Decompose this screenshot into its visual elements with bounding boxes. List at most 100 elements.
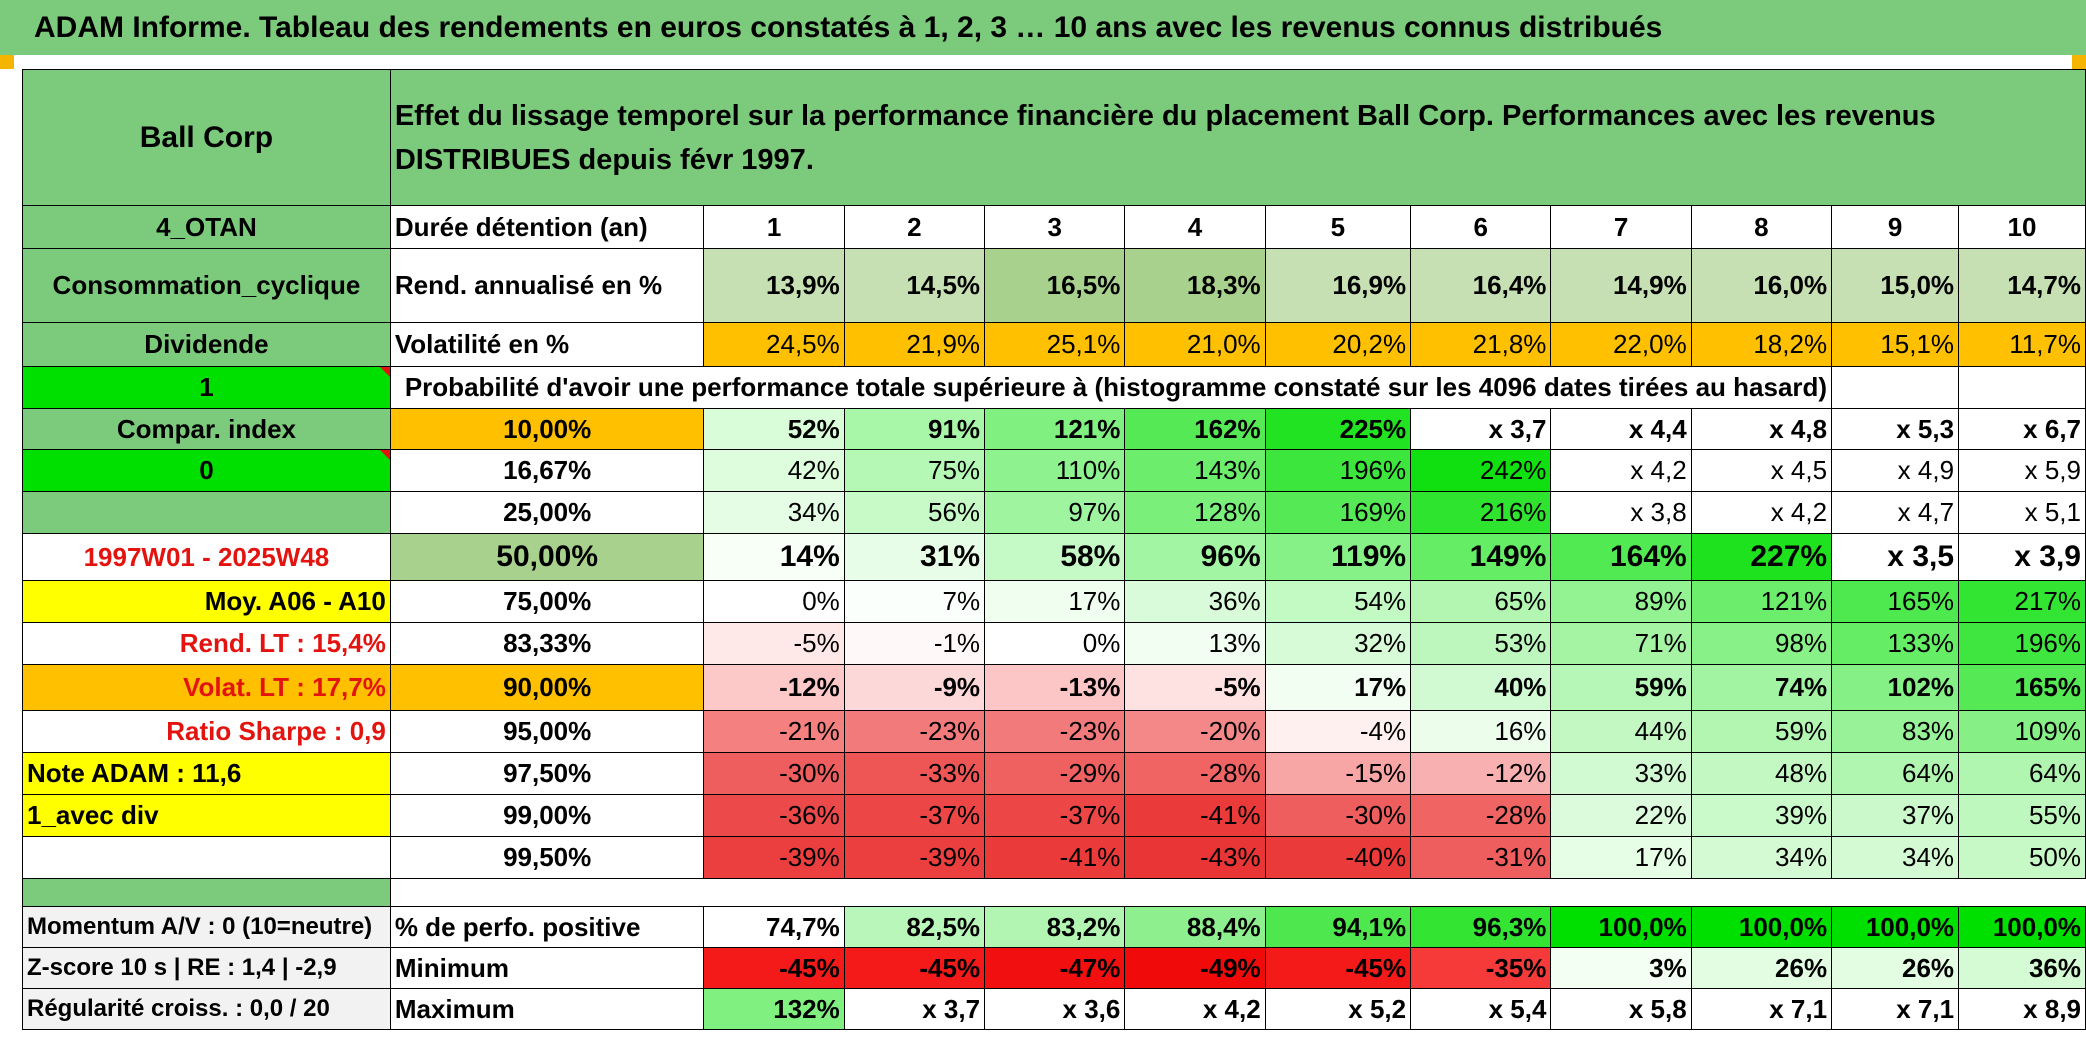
table-row: 0 16,67% 42% 75% 110% 143% 196% 242% x 4,2 x 4,5 x… — [22, 449, 2086, 492]
prob-value: -30% — [703, 752, 845, 795]
year-header: 5 — [1264, 205, 1412, 249]
prob-value: 217% — [1958, 580, 2086, 623]
prob-value: -1% — [843, 622, 986, 665]
vol-value: 18,2% — [1690, 322, 1833, 367]
prob-value: -15% — [1264, 752, 1412, 795]
prob-value: 34% — [703, 491, 845, 534]
year-header: 4 — [1124, 205, 1266, 249]
pos-value: 88,4% — [1124, 906, 1266, 948]
table-row: Moy. A06 - A10 75,00% 0% 7% 17% 36% 54% 65% 89% 1… — [22, 580, 2086, 623]
table-row: Z-score 10 s | RE : 1,4 | -2,9 Minimum -45… — [22, 947, 2086, 989]
table-row: 1997W01 - 2025W48 50,00% 14% 31% 58% 96% 119% 1… — [22, 533, 2086, 581]
table-row: Consommation_cyclique Rend. annualisé en … — [22, 248, 2086, 323]
pos-value: 100,0% — [1958, 906, 2086, 948]
prob-value: x 4,2 — [1690, 491, 1833, 534]
table-row: Compar. index 10,00% 52% 91% 121% 162% 225% x 3… — [22, 408, 2086, 450]
prob-value: 59% — [1690, 710, 1833, 753]
table-row: Rend. LT : 15,4% 83,33% -5% -1% 0% 13% 32% 53% 7… — [22, 622, 2086, 665]
prob-value: x 4,8 — [1690, 408, 1833, 450]
rend-value: 14,7% — [1958, 248, 2086, 323]
max-value: x 3,7 — [843, 988, 986, 1030]
prob-value: 53% — [1410, 622, 1552, 665]
prob-value: 109% — [1958, 710, 2086, 753]
prob-value: x 3,5 — [1831, 533, 1960, 581]
vol-value: 11,7% — [1958, 322, 2086, 367]
prob-value: 34% — [1831, 836, 1960, 879]
prob-value: 37% — [1831, 794, 1960, 837]
rend-value: 14,9% — [1550, 248, 1692, 323]
min-value: 26% — [1690, 947, 1833, 989]
prob-value: 165% — [1958, 664, 2086, 711]
year-header: 6 — [1410, 205, 1552, 249]
pos-value: 100,0% — [1690, 906, 1833, 948]
period-label: 1997W01 - 2025W48 — [22, 533, 391, 581]
min-value: 36% — [1958, 947, 2086, 989]
prob-value: 55% — [1958, 794, 2086, 837]
vol-label: Volatilité en % — [389, 322, 705, 367]
prob-value: 216% — [1410, 491, 1552, 534]
prob-threshold: 97,50% — [389, 752, 705, 795]
blank-cell — [22, 836, 391, 879]
prob-value: -9% — [843, 664, 986, 711]
prob-value: -41% — [984, 836, 1126, 879]
year-header: 3 — [984, 205, 1126, 249]
rend-value: 15,0% — [1831, 248, 1960, 323]
prob-threshold: 99,00% — [389, 794, 705, 837]
regularite: Régularité croiss. : 0,0 / 20 — [22, 988, 391, 1030]
prob-value: -37% — [984, 794, 1126, 837]
table-row: Ball Corp Effet du lissage temporel sur l… — [22, 69, 2086, 206]
prob-value: 71% — [1550, 622, 1692, 665]
prob-value: -39% — [703, 836, 845, 879]
prob-value: x 5,3 — [1831, 408, 1960, 450]
prob-threshold: 83,33% — [389, 622, 705, 665]
prob-threshold: 10,00% — [389, 408, 705, 450]
rend-value: 13,9% — [703, 248, 845, 323]
prob-value: -33% — [843, 752, 986, 795]
dividend-flag: 1 — [22, 366, 391, 409]
prob-value: 225% — [1264, 408, 1412, 450]
year-header: 7 — [1550, 205, 1692, 249]
min-value: 26% — [1831, 947, 1960, 989]
year-header: 1 — [703, 205, 845, 249]
prob-value: 96% — [1124, 533, 1266, 581]
blank-cell — [1831, 366, 1960, 409]
prob-value: 17% — [1550, 836, 1692, 879]
compar-flag: 0 — [22, 449, 391, 492]
year-header: 10 — [1958, 205, 2086, 249]
corner-mark — [2072, 55, 2086, 69]
prob-value: 74% — [1690, 664, 1833, 711]
prob-value: 143% — [1124, 449, 1266, 492]
min-value: -45% — [1264, 947, 1412, 989]
prob-value: -23% — [984, 710, 1126, 753]
prob-value: 89% — [1550, 580, 1692, 623]
sector-label: Consommation_cyclique — [22, 248, 391, 323]
rend-lt: Rend. LT : 15,4% — [22, 622, 391, 665]
prob-value: 32% — [1264, 622, 1412, 665]
report-title: ADAM Informe. Tableau des rendements en … — [0, 0, 2086, 55]
rend-value: 16,4% — [1410, 248, 1552, 323]
blank-cell — [22, 878, 391, 907]
prob-value: 39% — [1690, 794, 1833, 837]
pos-value: 100,0% — [1550, 906, 1692, 948]
prob-value: -40% — [1264, 836, 1412, 879]
rend-value: 16,9% — [1264, 248, 1412, 323]
moy-label: Moy. A06 - A10 — [22, 580, 391, 623]
prob-value: -28% — [1124, 752, 1266, 795]
max-value: x 8,9 — [1958, 988, 2086, 1030]
pos-value: 96,3% — [1410, 906, 1552, 948]
prob-threshold: 99,50% — [389, 836, 705, 879]
prob-value: 119% — [1264, 533, 1412, 581]
prob-value: 121% — [1690, 580, 1833, 623]
prob-value: 91% — [843, 408, 986, 450]
compar-label: Compar. index — [22, 408, 391, 450]
prob-value: 0% — [703, 580, 845, 623]
table-row: 4_OTAN Durée détention (an) 1 2 3 4 5 6 7 8 9 10 — [22, 205, 2086, 249]
avec-div: 1_avec div — [22, 794, 391, 837]
vol-value: 21,0% — [1124, 322, 1266, 367]
max-value: x 3,6 — [984, 988, 1126, 1030]
prob-value: -12% — [1410, 752, 1552, 795]
prob-value: -39% — [843, 836, 986, 879]
header-text: Effet du lissage temporel sur la perform… — [389, 69, 2086, 206]
prob-value: 97% — [984, 491, 1126, 534]
rend-value: 14,5% — [843, 248, 986, 323]
